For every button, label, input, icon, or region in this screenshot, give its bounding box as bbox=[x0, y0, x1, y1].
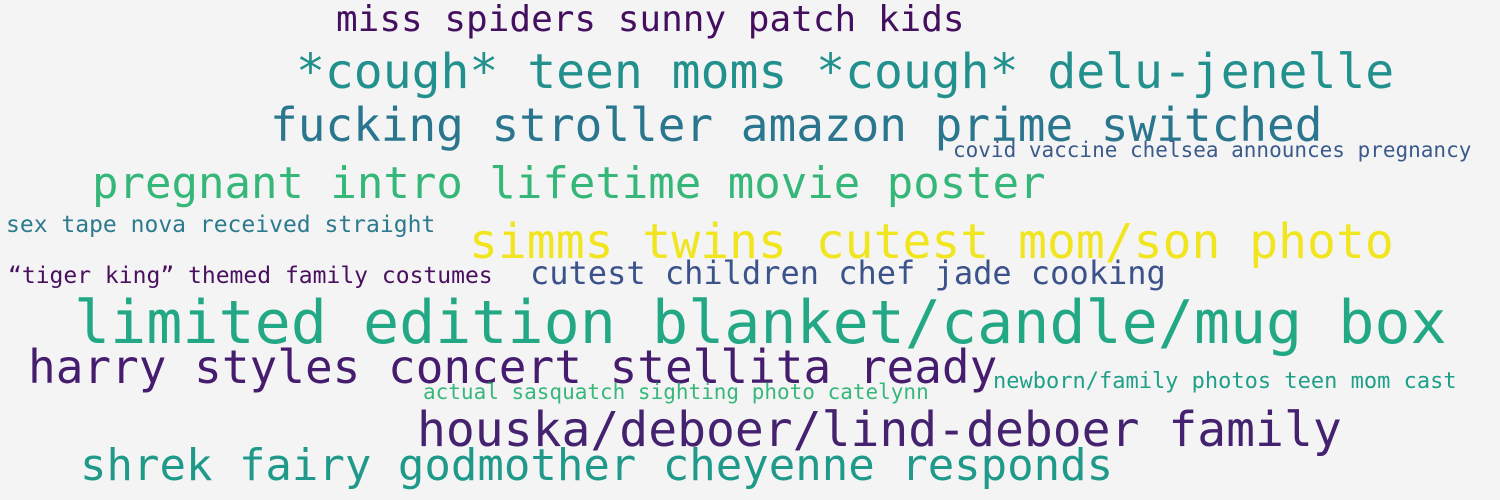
phrase-limited-edition: limited edition blanket/candle/mug box bbox=[74, 288, 1447, 358]
phrase-cough-teen-moms: *cough* teen moms *cough* delu-jenelle bbox=[296, 44, 1395, 100]
phrase-tiger-king: “tiger king” themed family costumes bbox=[8, 263, 493, 289]
phrase-sasquatch: actual sasquatch sighting photo catelynn bbox=[423, 380, 929, 404]
phrase-newborn-photos: newborn/family photos teen mom cast bbox=[993, 369, 1457, 394]
phrase-simms-twins: simms twins cutest mom/son photo bbox=[469, 214, 1394, 270]
phrase-sex-tape: sex tape nova received straight bbox=[6, 212, 436, 238]
phrase-stroller-amazon: fucking stroller amazon prime switched bbox=[270, 98, 1323, 152]
phrase-houska-deboer: houska/deboer/lind-deboer family bbox=[417, 402, 1342, 458]
phrase-harry-styles: harry styles concert stellita ready bbox=[28, 340, 998, 394]
phrase-shrek: shrek fairy godmother cheyenne responds bbox=[80, 440, 1114, 491]
phrase-pregnant-intro: pregnant intro lifetime movie poster bbox=[92, 158, 1046, 209]
phrase-miss-spiders: miss spiders sunny patch kids bbox=[336, 0, 965, 40]
phrase-chef-jade: cutest children chef jade cooking bbox=[530, 254, 1166, 292]
phrase-covid-vaccine: covid vaccine chelsea announces pregnanc… bbox=[953, 138, 1472, 162]
